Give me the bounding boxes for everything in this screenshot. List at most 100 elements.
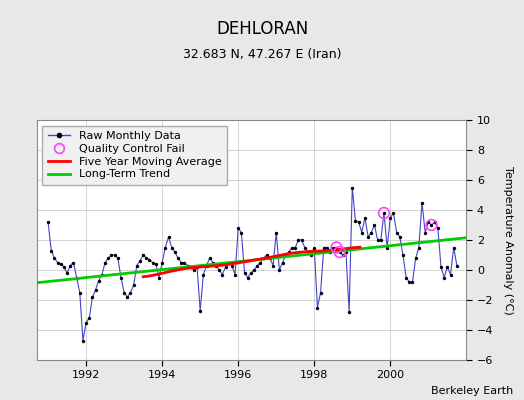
Point xyxy=(199,271,208,278)
Point xyxy=(126,289,135,296)
Point xyxy=(142,255,150,261)
Point xyxy=(269,262,277,269)
Point xyxy=(310,244,319,251)
Point xyxy=(114,255,122,261)
Point xyxy=(202,262,211,269)
Point xyxy=(256,259,265,266)
Point xyxy=(364,234,373,240)
Point xyxy=(294,237,302,243)
Point xyxy=(196,307,204,314)
Point xyxy=(50,255,59,261)
Point xyxy=(361,214,369,221)
Legend: Raw Monthly Data, Quality Control Fail, Five Year Moving Average, Long-Term Tren: Raw Monthly Data, Quality Control Fail, … xyxy=(42,126,227,185)
Point xyxy=(161,244,169,251)
Point xyxy=(72,274,81,281)
Point xyxy=(209,259,217,266)
Point xyxy=(437,264,445,270)
Point xyxy=(227,262,236,269)
Point xyxy=(370,222,379,228)
Point xyxy=(446,271,455,278)
Point xyxy=(88,294,96,300)
Point xyxy=(224,259,233,266)
Point xyxy=(339,252,347,258)
Point xyxy=(450,244,458,251)
Point xyxy=(281,252,290,258)
Point xyxy=(374,237,382,243)
Point xyxy=(298,237,306,243)
Point xyxy=(120,289,128,296)
Point xyxy=(313,304,322,311)
Point xyxy=(139,252,147,258)
Point xyxy=(177,259,185,266)
Point xyxy=(411,255,420,261)
Point xyxy=(342,249,350,255)
Point xyxy=(332,244,341,251)
Y-axis label: Temperature Anomaly (°C): Temperature Anomaly (°C) xyxy=(503,166,512,314)
Point xyxy=(421,229,429,236)
Point xyxy=(123,294,132,300)
Point xyxy=(158,259,166,266)
Point xyxy=(332,244,341,251)
Point xyxy=(145,256,154,263)
Point xyxy=(104,255,113,261)
Point xyxy=(193,264,201,270)
Point xyxy=(253,262,261,269)
Point xyxy=(53,259,62,266)
Point xyxy=(165,234,173,240)
Point xyxy=(148,259,157,266)
Point xyxy=(79,337,87,344)
Point xyxy=(316,289,325,296)
Point xyxy=(95,277,103,284)
Point xyxy=(82,319,90,326)
Point xyxy=(434,225,442,231)
Point xyxy=(250,267,258,273)
Point xyxy=(288,244,296,251)
Point xyxy=(183,262,192,269)
Point xyxy=(57,261,65,267)
Point xyxy=(187,264,195,270)
Point xyxy=(263,252,271,258)
Point xyxy=(329,244,337,251)
Point xyxy=(155,274,163,281)
Point xyxy=(231,271,239,278)
Point xyxy=(237,229,246,236)
Text: DEHLORAN: DEHLORAN xyxy=(216,20,308,38)
Point xyxy=(91,286,100,293)
Point xyxy=(285,249,293,255)
Point xyxy=(221,264,230,270)
Point xyxy=(383,244,391,251)
Point xyxy=(335,249,344,255)
Point xyxy=(69,259,78,266)
Point xyxy=(453,262,461,269)
Point xyxy=(335,249,344,255)
Point xyxy=(174,255,182,261)
Point xyxy=(377,237,385,243)
Point xyxy=(389,210,398,216)
Point xyxy=(215,267,223,273)
Point xyxy=(278,259,287,266)
Point xyxy=(266,255,274,261)
Point xyxy=(380,210,388,216)
Point xyxy=(424,219,432,225)
Point xyxy=(117,274,125,281)
Point xyxy=(180,259,189,266)
Point xyxy=(427,222,435,228)
Point xyxy=(291,244,299,251)
Point xyxy=(129,282,138,288)
Point xyxy=(168,244,176,251)
Point xyxy=(399,252,407,258)
Point xyxy=(418,199,426,206)
Point xyxy=(408,279,417,285)
Point xyxy=(75,289,84,296)
Point xyxy=(348,184,356,191)
Point xyxy=(98,271,106,278)
Point xyxy=(307,252,315,258)
Point xyxy=(351,217,359,224)
Point xyxy=(171,249,179,255)
Point xyxy=(402,274,410,281)
Point xyxy=(386,214,395,221)
Point xyxy=(85,315,93,321)
Point xyxy=(212,262,220,269)
Point xyxy=(405,279,413,285)
Point xyxy=(323,244,331,251)
